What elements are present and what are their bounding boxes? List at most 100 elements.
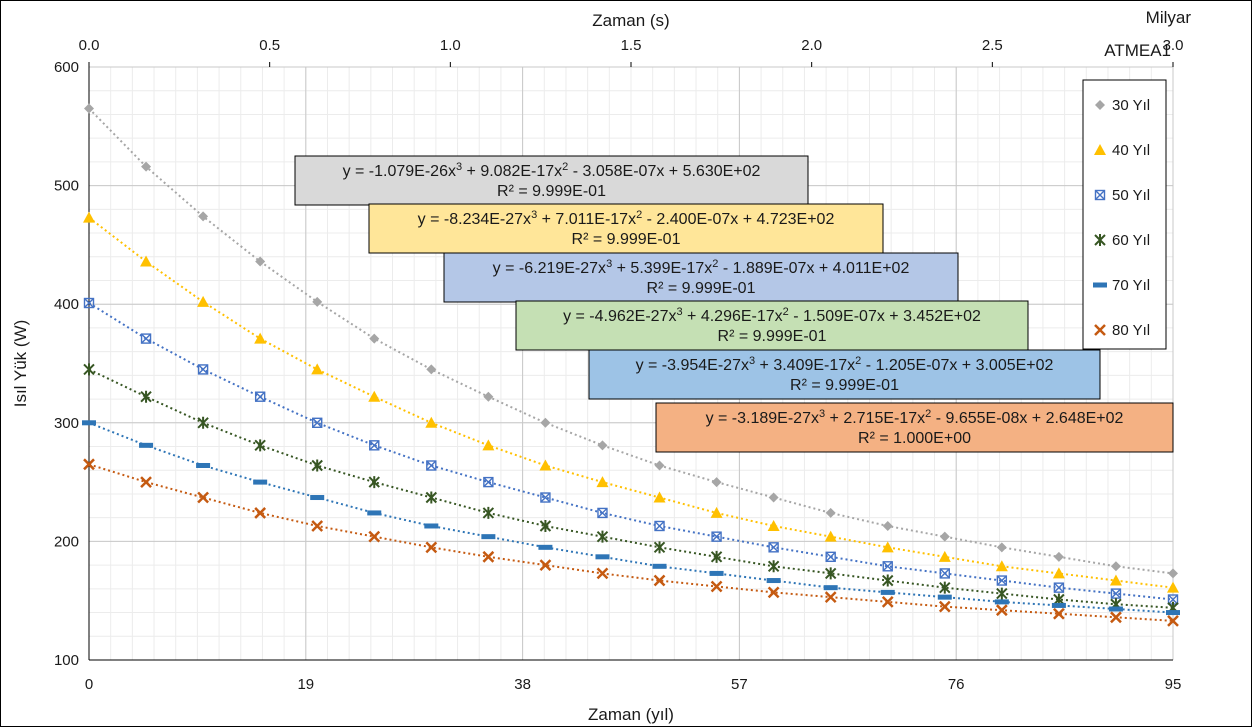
marker-shape	[825, 551, 836, 562]
data-point	[481, 534, 496, 540]
marker-shape	[1109, 574, 1122, 586]
marker-shape	[140, 333, 152, 344]
marker-shape	[1110, 561, 1121, 572]
equation-part: + 2.715E-17x	[825, 410, 925, 427]
data-point	[197, 364, 209, 375]
x-tick-labels: 0 19 38 57 76 95	[85, 676, 1182, 693]
data-point	[310, 495, 325, 501]
marker-shape	[653, 541, 666, 554]
marker-shape	[141, 161, 152, 172]
marker-shape	[825, 551, 836, 563]
marker-shape	[1110, 611, 1122, 624]
data-point	[709, 570, 724, 576]
y-tick-label: 500	[54, 178, 79, 195]
marker-shape	[1095, 190, 1105, 200]
marker-shape	[654, 520, 665, 532]
exponent: 2	[855, 355, 861, 367]
legend-item: 60 Yıl	[1094, 232, 1150, 249]
marker-shape	[767, 560, 780, 573]
data-point	[939, 531, 950, 542]
data-point	[1167, 614, 1179, 627]
data-point	[824, 591, 837, 604]
legend-marker	[1095, 100, 1105, 110]
data-point	[652, 563, 667, 569]
marker-shape	[710, 550, 723, 563]
marker-shape	[311, 459, 323, 472]
legend-item: 50 Yıl	[1094, 187, 1150, 204]
legend-label: 70 Yıl	[1112, 277, 1150, 294]
exponent: 3	[676, 306, 682, 318]
data-point	[482, 506, 495, 519]
marker-shape	[369, 440, 380, 451]
data-point	[595, 554, 610, 560]
marker-shape	[82, 420, 96, 426]
data-point	[539, 519, 552, 532]
marker-shape	[483, 476, 494, 488]
marker-shape	[881, 596, 894, 608]
data-point	[367, 510, 382, 516]
marker-shape	[882, 574, 894, 587]
marker-shape	[1093, 282, 1107, 288]
data-point	[1053, 607, 1065, 620]
legend-item: 40 Yıl	[1094, 142, 1150, 159]
data-point	[196, 462, 211, 468]
data-point	[312, 417, 323, 428]
data-point	[1110, 561, 1121, 572]
data-point	[83, 211, 95, 223]
marker-shape	[255, 256, 266, 267]
data-point	[711, 477, 722, 488]
data-point	[255, 256, 266, 267]
equation-part: + 7.011E-17x	[537, 211, 636, 228]
marker-shape	[425, 491, 438, 504]
trendline	[88, 368, 1174, 609]
r-squared-text: R² = 9.999E-01	[647, 280, 756, 297]
marker-shape	[711, 477, 722, 488]
legend-label: 80 Yıl	[1112, 322, 1150, 339]
exponent: 2	[783, 306, 789, 318]
data-point	[1109, 574, 1122, 586]
x-tick-label: 76	[948, 676, 965, 693]
data-point	[483, 391, 494, 402]
marker-shape	[710, 580, 723, 593]
data-point	[1110, 588, 1122, 599]
y-axis-title: Isıl Yük (W)	[11, 320, 30, 408]
marker-shape	[766, 578, 781, 584]
r-squared-text: R² = 9.999E-01	[718, 328, 827, 345]
equation-box: y = -4.962E-27x3 + 4.296E-17x2 - 1.509E-…	[515, 300, 1029, 351]
data-point	[767, 519, 780, 531]
exponent: 2	[636, 209, 642, 221]
data-point	[995, 604, 1008, 617]
marker-shape	[255, 391, 266, 402]
legend-marker	[1094, 234, 1106, 246]
exponent: 3	[456, 161, 462, 173]
data-point	[938, 600, 951, 613]
data-point	[368, 530, 381, 543]
x2-axis-title: Zaman (s)	[592, 11, 669, 30]
marker-shape	[823, 585, 838, 591]
equation-box: y = -3.954E-27x3 + 3.409E-17x2 - 1.205E-…	[588, 349, 1101, 400]
marker-shape	[482, 550, 495, 563]
data-point	[425, 541, 438, 554]
marker-shape	[1053, 551, 1064, 562]
data-point	[882, 520, 893, 531]
x-tick-label: 0	[85, 676, 93, 693]
data-point	[140, 476, 152, 488]
data-point	[83, 297, 95, 309]
marker-shape	[425, 541, 438, 554]
legend-label: 50 Yıl	[1112, 187, 1150, 204]
data-point	[369, 440, 380, 451]
equation-text: y = -1.079E-26x3 + 9.082E-17x2 - 3.058E-…	[343, 161, 761, 180]
data-point	[1167, 581, 1179, 593]
marker-shape	[596, 530, 609, 543]
marker-shape	[83, 458, 95, 471]
equation-part: - 1.509E-07x + 3.452E+02	[789, 308, 981, 325]
marker-shape	[539, 519, 552, 532]
marker-shape	[824, 591, 837, 604]
marker-shape	[425, 416, 438, 428]
legend-item: 70 Yıl	[1093, 277, 1150, 294]
marker-shape	[539, 459, 552, 471]
data-point	[882, 561, 893, 572]
marker-shape	[312, 417, 323, 428]
data-point	[710, 550, 723, 563]
marker-shape	[709, 570, 724, 576]
